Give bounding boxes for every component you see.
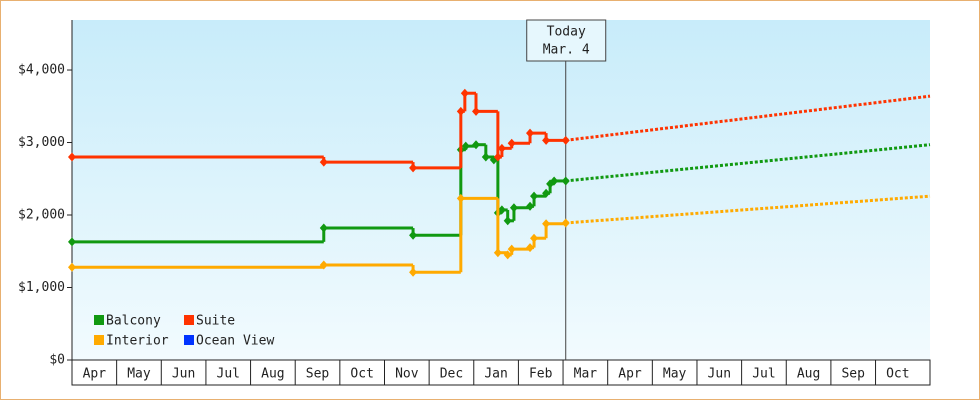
forecast-line <box>565 94 931 142</box>
point <box>497 143 506 153</box>
x-tick-label: Oct <box>350 367 373 382</box>
point <box>542 219 551 229</box>
point <box>68 262 76 272</box>
point <box>456 193 465 203</box>
x-tick-label: Dec <box>440 367 463 382</box>
point <box>550 176 559 186</box>
point <box>497 205 506 215</box>
x-tick-label: Jul <box>752 367 775 382</box>
point <box>472 140 481 150</box>
legend-swatch <box>184 315 194 325</box>
point <box>68 152 76 162</box>
point <box>542 188 551 198</box>
legend-label: Balcony <box>106 314 161 329</box>
x-tick-label: Sep <box>841 367 865 382</box>
x-tick-label: Oct <box>886 367 909 382</box>
x-tick-label: Jul <box>217 367 240 382</box>
today-box <box>526 19 607 62</box>
point <box>461 141 470 151</box>
point <box>561 176 570 186</box>
point <box>507 138 516 148</box>
x-tick-label: Aug <box>261 367 284 382</box>
point <box>456 106 465 116</box>
point <box>526 128 535 138</box>
point <box>460 88 469 98</box>
point <box>319 260 328 270</box>
y-tick-label: $3,000 <box>18 135 65 150</box>
y-tick-label: $0 <box>49 353 65 368</box>
point <box>526 243 535 253</box>
x-tick-label: Nov <box>395 367 419 382</box>
y-tick-label: $4,000 <box>18 63 65 78</box>
point <box>526 201 535 211</box>
legend-swatch <box>94 335 104 345</box>
point <box>493 152 502 162</box>
point <box>319 157 328 167</box>
x-tick-label: Jan <box>484 367 507 382</box>
legend-label: Interior <box>106 334 169 349</box>
point <box>68 237 76 247</box>
y-tick-label: $1,000 <box>18 280 65 295</box>
y-tick-label: $2,000 <box>18 208 65 223</box>
forecast-line <box>565 194 931 225</box>
x-tick-label: Aug <box>797 367 820 382</box>
legend-label: Ocean View <box>196 334 274 349</box>
point <box>409 230 418 240</box>
point <box>507 244 516 254</box>
x-tick-label: Jun <box>172 367 195 382</box>
x-tick-label: Apr <box>83 367 107 382</box>
x-tick-label: May <box>127 367 151 382</box>
today-label: Today <box>547 25 586 40</box>
x-tick-label: Mar <box>574 367 598 382</box>
point <box>561 218 570 228</box>
legend-swatch <box>94 315 104 325</box>
point <box>481 152 490 162</box>
legend-label: Suite <box>196 314 235 329</box>
point <box>409 267 418 277</box>
point <box>503 250 512 260</box>
legend-swatch <box>184 335 194 345</box>
point <box>530 191 539 201</box>
x-tick-label: May <box>663 367 687 382</box>
x-tick-label: Apr <box>618 367 642 382</box>
today-label: Mar. 4 <box>543 43 590 58</box>
point <box>409 163 418 173</box>
point <box>319 223 328 233</box>
forecast-line <box>565 143 931 183</box>
point <box>561 135 570 145</box>
plot-area <box>72 20 930 360</box>
x-tick-label: Sep <box>306 367 330 382</box>
point <box>493 248 502 258</box>
x-tick-label: Jun <box>708 367 731 382</box>
point <box>509 203 518 213</box>
x-tick-label: Feb <box>529 367 553 382</box>
point <box>503 216 512 226</box>
point <box>530 233 539 243</box>
point <box>542 135 551 145</box>
point <box>472 106 481 116</box>
